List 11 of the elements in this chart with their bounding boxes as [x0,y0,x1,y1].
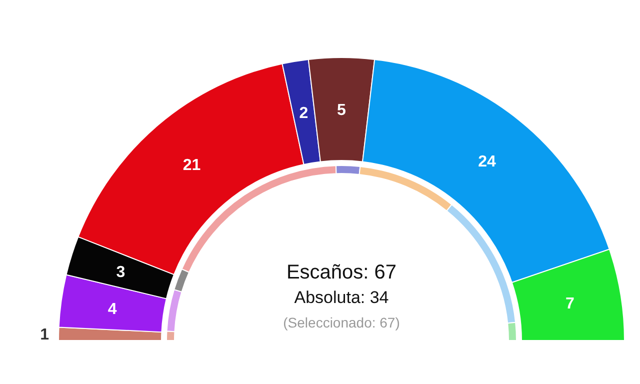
text: Escaños: 67 [286,262,397,284]
data-label: 5 [337,102,346,119]
text: Absoluta: 34 [294,288,389,307]
data-label: 3 [116,264,126,282]
data-label: 1 [40,326,50,344]
data-label: 21 [182,156,201,174]
data-label: 4 [108,301,117,318]
data-label: 2 [299,105,308,122]
data-label: 24 [478,153,496,170]
text: (Seleccionado: 67) [283,314,400,330]
data-label: 7 [565,296,574,313]
